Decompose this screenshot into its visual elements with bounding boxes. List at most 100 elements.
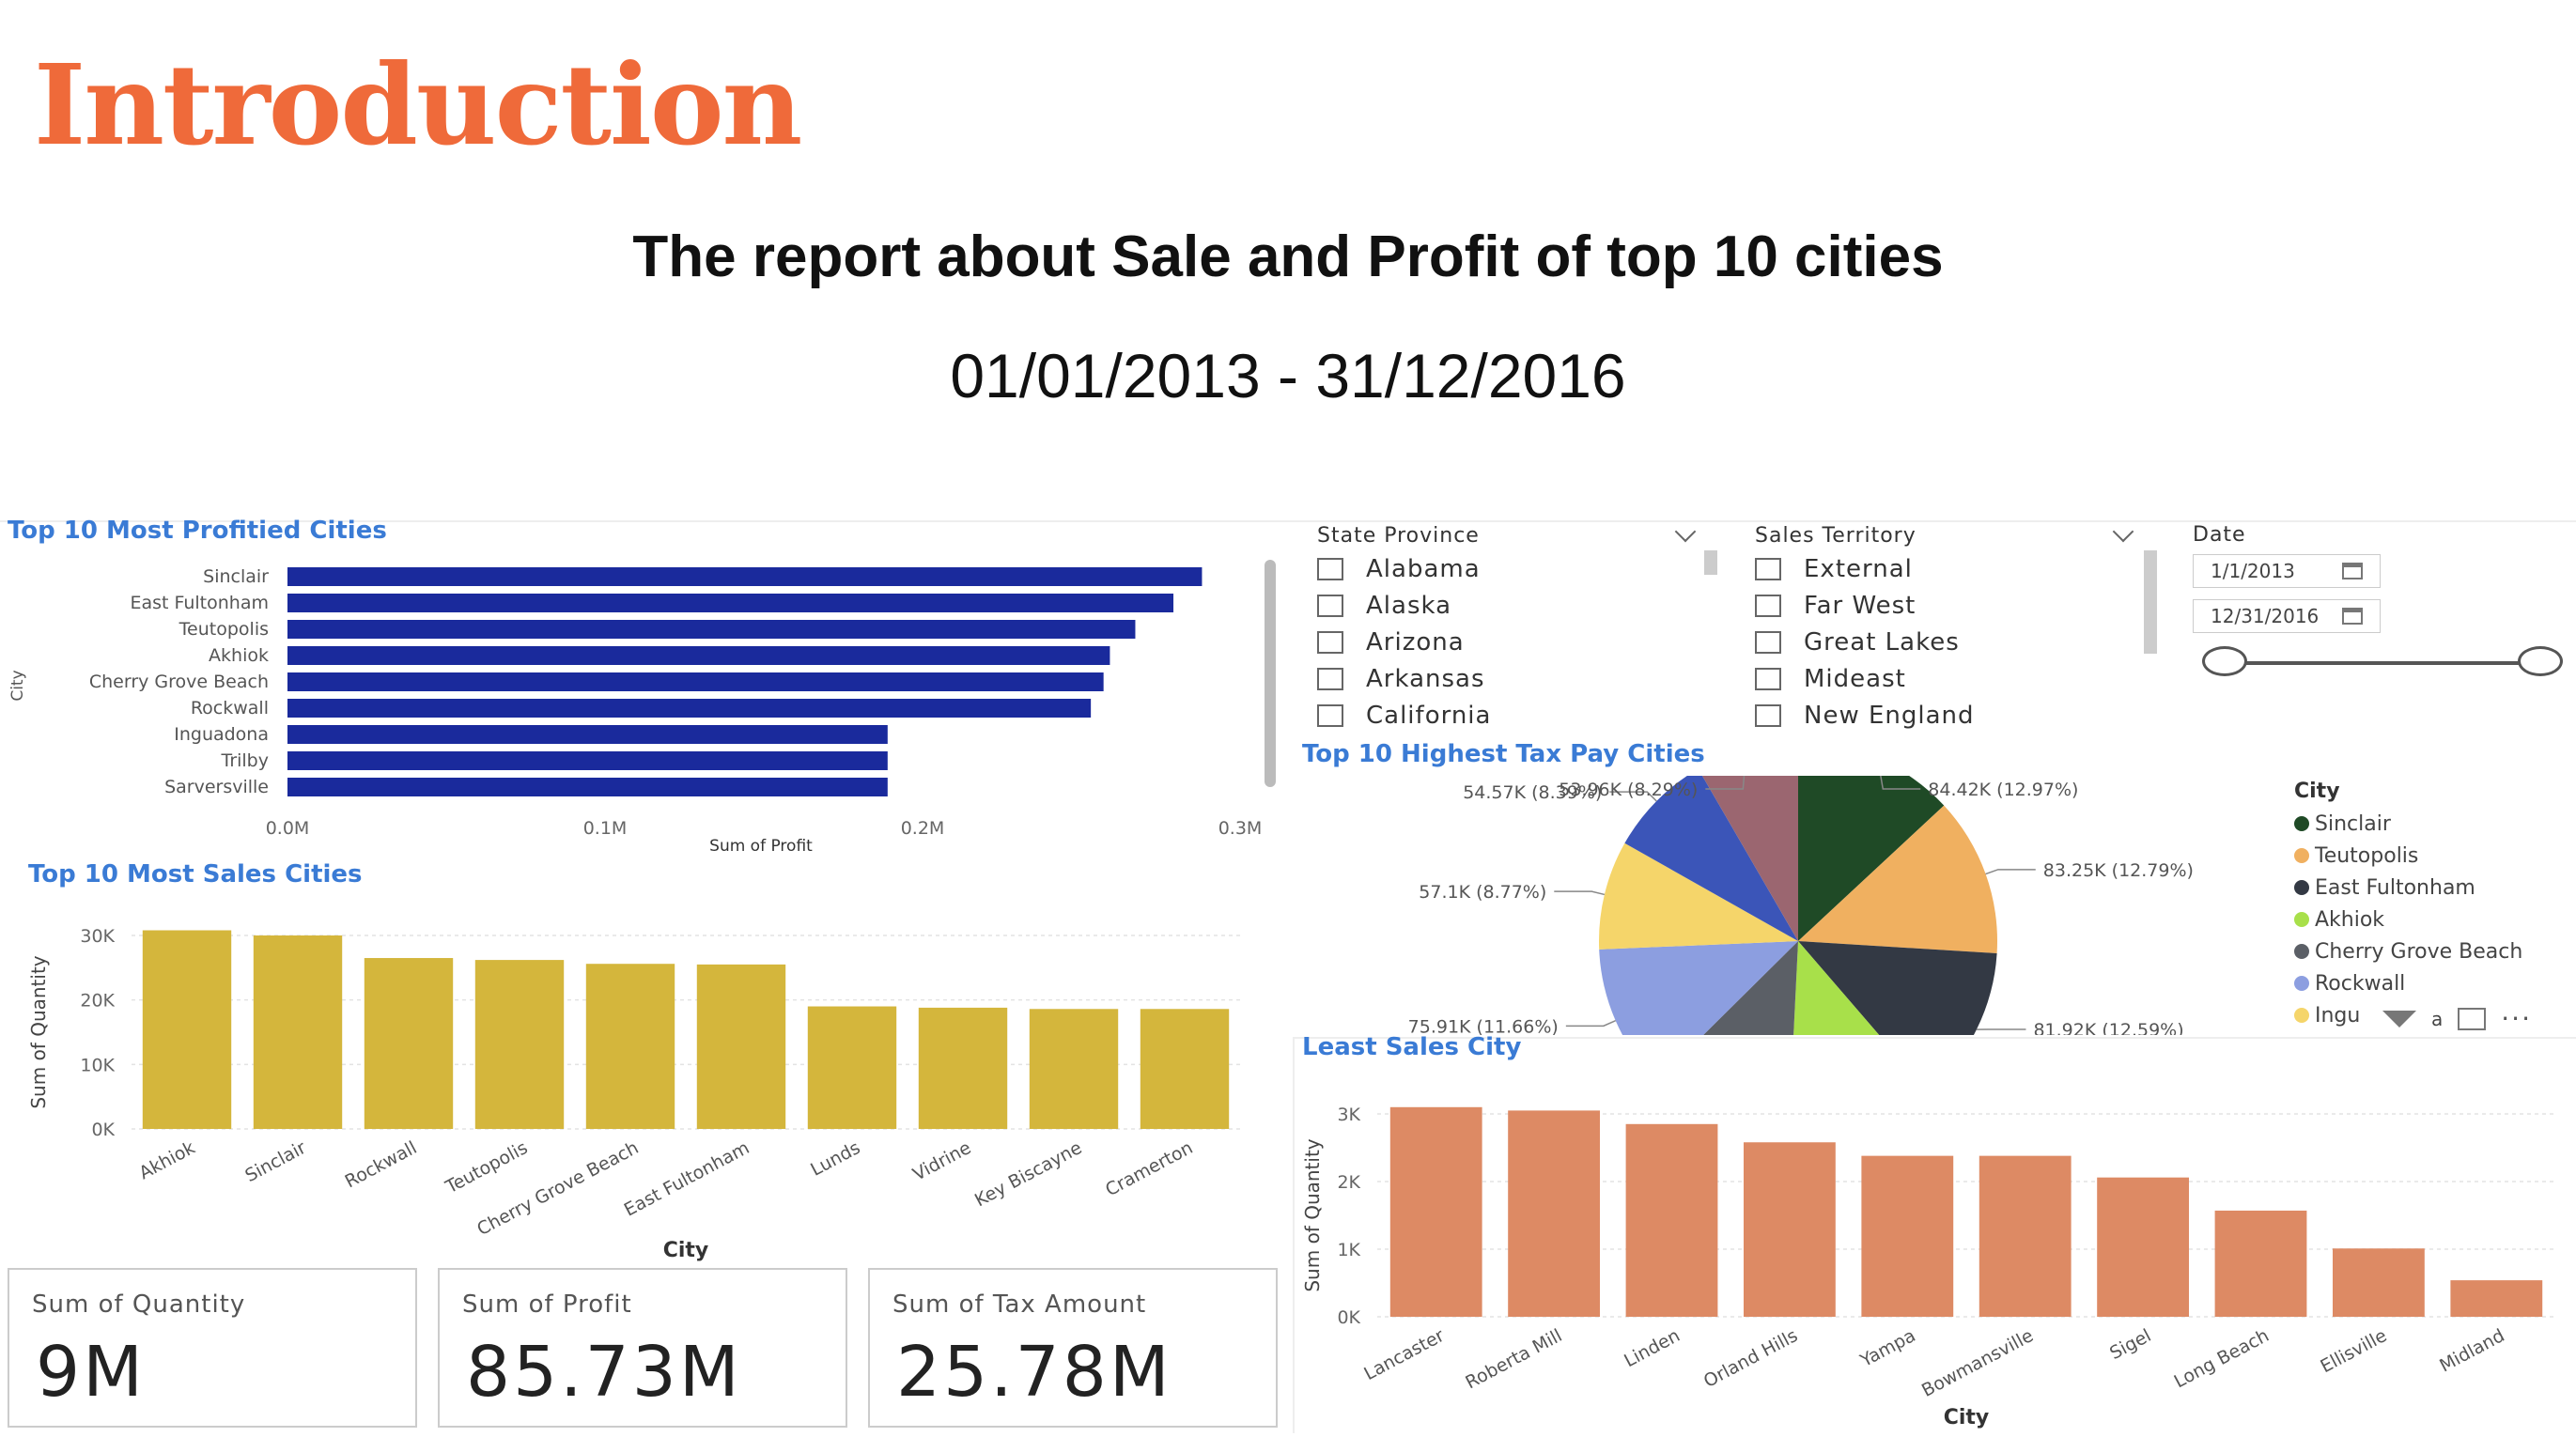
more-options-icon[interactable]: ··· — [2501, 1003, 2532, 1034]
date-slicer: Date 1/1/2013 12/31/2016 — [2193, 522, 2568, 691]
calendar-icon[interactable] — [2342, 608, 2363, 625]
slide-title: Introduction — [34, 39, 800, 170]
least-bar — [2097, 1178, 2189, 1317]
start-date-input[interactable]: 1/1/2013 — [2193, 554, 2381, 588]
state-option[interactable]: Alaska — [1317, 587, 1712, 624]
territory-option[interactable]: New England — [1755, 697, 2149, 734]
sales-bar — [475, 960, 564, 1129]
sales-bar — [1141, 1009, 1229, 1129]
filter-icon[interactable] — [2382, 1011, 2416, 1028]
slider-start-handle[interactable] — [2202, 646, 2247, 676]
profit-category-label: Trilby — [221, 750, 270, 771]
legend-color-swatch — [2294, 912, 2309, 927]
pie-legend-item[interactable]: Sinclair — [2294, 808, 2576, 840]
sales-x-axis-label: City — [663, 1239, 709, 1262]
end-date-input[interactable]: 12/31/2016 — [2193, 599, 2381, 633]
territory-option[interactable]: Great Lakes — [1755, 624, 2149, 660]
end-date-value: 12/31/2016 — [2211, 605, 2319, 627]
state-option-label: Arkansas — [1366, 665, 1485, 693]
pie-legend-item[interactable]: Teutopolis — [2294, 840, 2576, 872]
territory-slicer-label: Sales Territory — [1755, 524, 1916, 548]
checkbox[interactable] — [1755, 595, 1781, 617]
legend-color-swatch — [2294, 848, 2309, 863]
least-y-tick: 1K — [1337, 1240, 1360, 1260]
pie-leader-line — [1566, 1021, 1616, 1027]
checkbox[interactable] — [1317, 558, 1343, 580]
legend-color-swatch — [2294, 1008, 2309, 1023]
least-category-label: Long Beach — [2171, 1325, 2273, 1392]
checkbox[interactable] — [1317, 668, 1343, 690]
profit-bar — [287, 751, 888, 770]
date-range-slider[interactable] — [2202, 644, 2559, 682]
checkbox[interactable] — [1755, 631, 1781, 654]
territory-slicer: Sales Territory External Far West Great … — [1755, 522, 2149, 729]
pie-legend-item[interactable]: East Fultonham — [2294, 872, 2576, 904]
slider-track — [2221, 661, 2540, 665]
profit-bar — [287, 778, 888, 796]
pie-data-label: 57.1K (8.77%) — [1419, 882, 1546, 903]
state-option-label: Alaska — [1366, 592, 1451, 620]
checkbox[interactable] — [1755, 668, 1781, 690]
report-title: The report about Sale and Profit of top … — [0, 224, 2576, 290]
sales-category-label: East Fultonham — [621, 1137, 753, 1221]
checkbox[interactable] — [1755, 558, 1781, 580]
profit-category-label: Akhiok — [209, 645, 269, 666]
legend-color-swatch — [2294, 944, 2309, 959]
pie-data-label: 53.96K (8.29%) — [1559, 780, 1698, 800]
least-bar — [2215, 1211, 2307, 1317]
profit-x-axis-label: Sum of Profit — [709, 837, 813, 855]
checkbox[interactable] — [1317, 595, 1343, 617]
state-slicer: State Province Alabama Alaska Arizona Ar… — [1317, 522, 1712, 729]
territory-option-label: Great Lakes — [1804, 628, 1960, 657]
sales-y-tick: 20K — [80, 991, 115, 1012]
state-option[interactable]: Arkansas — [1317, 660, 1712, 697]
profit-chart-title: Top 10 Most Profitied Cities — [8, 517, 387, 545]
pie-legend-item[interactable]: Akhiok — [2294, 904, 2576, 935]
profit-category-label: Cherry Grove Beach — [89, 672, 269, 692]
calendar-icon[interactable] — [2342, 563, 2363, 579]
focus-mode-icon[interactable] — [2458, 1008, 2486, 1030]
profit-category-label: Rockwall — [191, 698, 269, 718]
sales-y-tick: 30K — [80, 926, 115, 947]
slider-end-handle[interactable] — [2518, 646, 2563, 676]
chevron-down-icon[interactable] — [1675, 521, 1697, 543]
profit-bar — [287, 620, 1135, 639]
least-chart-title: Least Sales City — [1302, 1033, 1521, 1061]
state-option[interactable]: California — [1317, 697, 1712, 734]
state-option[interactable]: Alabama — [1317, 550, 1712, 587]
state-option[interactable]: Arizona — [1317, 624, 1712, 660]
pie-legend-label: Cherry Grove Beach — [2315, 940, 2522, 964]
pie-legend-label: Sinclair — [2315, 812, 2391, 836]
pie-legend-label: Rockwall — [2315, 972, 2405, 996]
territory-option[interactable]: Far West — [1755, 587, 2149, 624]
legend-color-swatch — [2294, 816, 2309, 831]
sales-category-label: Teutopolis — [442, 1137, 531, 1198]
territory-slicer-scrollbar[interactable] — [2144, 550, 2157, 654]
sales-bar — [1030, 1009, 1118, 1129]
territory-option[interactable]: External — [1755, 550, 2149, 587]
sales-bar — [586, 964, 675, 1129]
profit-x-tick: 0.3M — [1218, 818, 1263, 839]
checkbox[interactable] — [1317, 631, 1343, 654]
territory-option[interactable]: Mideast — [1755, 660, 2149, 697]
pie-leader-line — [1554, 891, 1605, 894]
date-range: 01/01/2013 - 31/12/2016 — [0, 340, 2576, 411]
pie-legend-item[interactable]: Rockwall — [2294, 967, 2576, 999]
profit-x-tick: 0.0M — [266, 818, 310, 839]
tax-chart-title: Top 10 Highest Tax Pay Cities — [1302, 740, 1705, 768]
profit-chart-scrollbar[interactable] — [1265, 560, 1276, 787]
profit-bar — [287, 646, 1110, 665]
profit-card-value: 85.73M — [466, 1332, 742, 1413]
checkbox[interactable] — [1755, 704, 1781, 727]
state-slicer-scrollbar[interactable] — [1704, 550, 1717, 575]
chevron-down-icon[interactable] — [2113, 521, 2134, 543]
sales-bar — [808, 1007, 896, 1129]
territory-option-label: New England — [1804, 702, 1975, 730]
pie-legend-item[interactable]: Cherry Grove Beach — [2294, 935, 2576, 967]
checkbox[interactable] — [1317, 704, 1343, 727]
